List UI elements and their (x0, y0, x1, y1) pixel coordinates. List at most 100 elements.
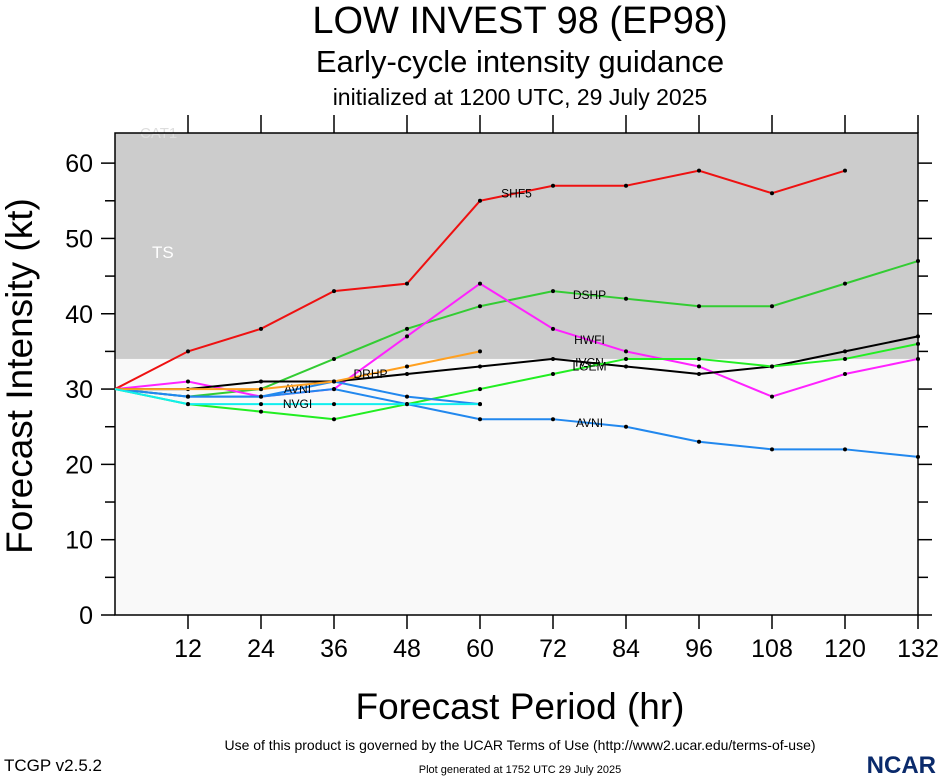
chart-init-time: initialized at 1200 UTC, 29 July 2025 (332, 84, 708, 110)
series-label: NVGI (283, 397, 312, 411)
data-point (186, 402, 190, 407)
data-point (770, 447, 774, 452)
data-point (405, 394, 409, 399)
x-tick-label: 72 (539, 635, 567, 663)
data-point (332, 289, 336, 294)
x-tick-label: 84 (612, 635, 640, 663)
data-point (405, 402, 409, 407)
generated-time: Plot generated at 1752 UTC 29 July 2025 (418, 764, 622, 776)
data-point (259, 387, 263, 392)
data-point (843, 447, 847, 452)
data-point (697, 304, 701, 309)
data-point (332, 379, 336, 384)
data-point (478, 364, 482, 369)
x-tick-label: 12 (174, 635, 202, 663)
data-point (843, 372, 847, 376)
data-point (916, 341, 920, 346)
data-point (405, 326, 409, 331)
data-point (624, 183, 628, 188)
data-point (697, 364, 701, 369)
data-point (405, 281, 409, 286)
data-point (332, 356, 336, 361)
terms-of-use-text: Use of this product is governed by the U… (224, 737, 816, 753)
data-point (405, 372, 409, 376)
data-point (624, 296, 628, 301)
plot-frame (114, 132, 919, 616)
data-point (916, 334, 920, 339)
series-line-avni (114, 380, 481, 406)
y-tick-label: 0 (79, 602, 93, 630)
data-point (770, 394, 774, 399)
data-point (332, 402, 336, 407)
data-point (332, 417, 336, 422)
data-point (259, 326, 263, 331)
y-tick-label: 50 (65, 225, 93, 253)
y-tick-label: 40 (65, 301, 93, 329)
band-label-ts: TS (152, 243, 174, 262)
data-point (186, 394, 190, 399)
data-point (332, 387, 336, 392)
data-point (624, 349, 628, 354)
x-tick-label: 132 (897, 635, 939, 663)
series-label: SHF5 (501, 186, 532, 200)
data-point (478, 387, 482, 392)
series-line-lgem (114, 342, 919, 421)
data-point (259, 379, 263, 384)
data-point (551, 326, 555, 331)
series-line-ivcn (115, 335, 919, 391)
data-point (478, 198, 482, 203)
x-tick-label: 60 (466, 635, 494, 663)
y-tick-label: 20 (65, 451, 93, 479)
ncar-logo: NCAR (866, 752, 936, 779)
data-point (478, 304, 482, 309)
data-point (551, 289, 555, 294)
series-label: AVNI (576, 416, 603, 430)
series-line-dshp (114, 260, 919, 398)
x-tick-label: 108 (751, 635, 793, 663)
x-tick-label: 96 (685, 635, 713, 663)
series-label: LGEM (572, 359, 606, 373)
data-point (478, 349, 482, 354)
data-point (770, 304, 774, 309)
series-label: DRHP (353, 367, 387, 381)
y-axis-label: Forecast Intensity (kt) (0, 198, 40, 554)
data-point (697, 439, 701, 444)
version-label: TCGP v2.5.2 (4, 756, 102, 775)
data-point (551, 183, 555, 188)
y-tick-label: 60 (65, 150, 93, 178)
data-point (259, 409, 263, 414)
data-point (186, 379, 190, 384)
data-point (843, 349, 847, 354)
data-point (551, 372, 555, 376)
y-tick-label: 30 (65, 376, 93, 404)
x-tick-label: 36 (320, 635, 348, 663)
data-point (405, 334, 409, 339)
data-point (697, 168, 701, 173)
x-tick-label: 24 (247, 635, 275, 663)
series-line-hwfi (114, 282, 919, 398)
data-point (624, 356, 628, 361)
data-point (697, 372, 701, 376)
data-point (259, 394, 263, 399)
x-tick-label: 120 (824, 635, 866, 663)
data-point (478, 417, 482, 422)
data-point (843, 168, 847, 173)
chart-subtitle: Early-cycle intensity guidance (315, 44, 725, 79)
data-point (259, 402, 263, 407)
data-point (624, 364, 628, 369)
series-label: DSHP (573, 288, 606, 302)
data-point (770, 191, 774, 196)
data-point (186, 349, 190, 354)
data-point (697, 356, 701, 361)
chart-title: LOW INVEST 98 (EP98) (312, 0, 728, 42)
y-tick-label: 10 (65, 527, 93, 555)
data-point (916, 356, 920, 361)
data-point (478, 402, 482, 407)
data-point (551, 356, 555, 361)
x-tick-label: 48 (393, 635, 421, 663)
data-point (624, 424, 628, 429)
data-point (478, 281, 482, 286)
series-label: HWFI (574, 333, 605, 347)
data-point (843, 281, 847, 286)
